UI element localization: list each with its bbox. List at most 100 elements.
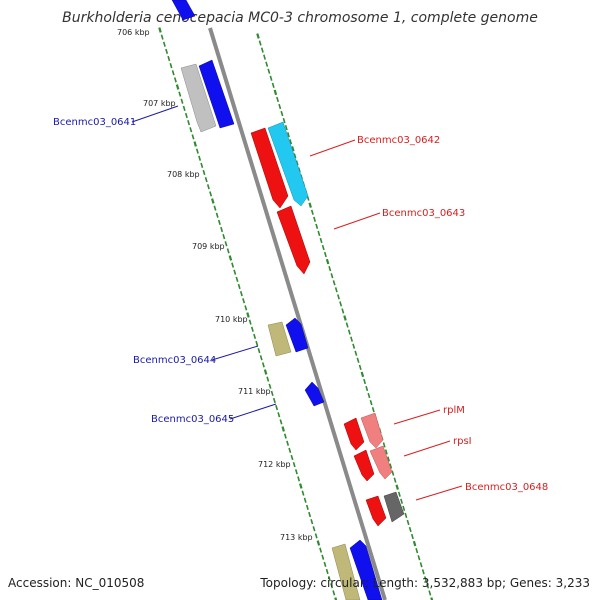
genes-forward-strand [250, 121, 405, 527]
accession-text: Accession: NC_010508 [8, 576, 145, 590]
ruler-right-tick [424, 576, 427, 582]
ruler-right-tick [358, 364, 362, 370]
ruler-right-tick [291, 146, 295, 152]
ruler-left-tick [270, 390, 274, 396]
ruler-right-tick [395, 484, 399, 490]
ruler-left-tick [299, 483, 303, 489]
ruler-right-tick [391, 470, 395, 476]
gene-label-0643[interactable]: Bcenmc03_0643 [382, 208, 465, 219]
ruler-right-tick [352, 343, 356, 349]
ruler-left-tick [228, 255, 233, 261]
gene-label-0641[interactable]: Bcenmc03_0641 [53, 117, 136, 128]
ruler-right-tick [419, 562, 423, 568]
ruler-right-tick [402, 505, 406, 511]
ruler-left-tick [259, 355, 263, 361]
ruler-left-tick [266, 376, 270, 382]
gene-0643[interactable] [276, 205, 311, 275]
ruler-left-tick [160, 34, 164, 40]
ruler-left-tick [211, 198, 215, 204]
ruler-right-tick [325, 258, 330, 265]
ruler-right-tick [280, 110, 284, 117]
ruler-right-tick [426, 583, 430, 589]
ruler-right-tick [363, 378, 367, 385]
ruler-right-tick [330, 273, 334, 279]
gene-label-0648[interactable]: Bcenmc03_0648 [465, 482, 548, 493]
ruler-left-tick [323, 561, 327, 567]
genome-stats-text: Topology: circular; Length: 3,532,883 bp… [260, 576, 590, 590]
ruler-right-tick [350, 336, 353, 342]
ruler-left-tick [244, 305, 248, 311]
ruler-right-tick [341, 308, 345, 314]
gene-0645[interactable] [304, 381, 325, 407]
ruler-left-tick [246, 312, 250, 318]
gene-rplM[interactable] [360, 412, 384, 449]
ruler-right-tick [408, 526, 412, 533]
ruler-left-tick [292, 462, 296, 468]
ruler-label-710: 710 kbp [215, 315, 248, 324]
ruler-right-tick [382, 442, 386, 448]
gene-label-rplM[interactable]: rplM [443, 405, 465, 416]
ruler-right-tick [328, 266, 332, 272]
gene-block-khaki-bottom[interactable] [331, 543, 361, 600]
ruler-right-tick [286, 132, 290, 138]
ruler-right-tick [315, 223, 319, 229]
gene-block-gray[interactable] [180, 63, 217, 133]
ruler-left-tick [316, 540, 321, 546]
gene-partial-top[interactable] [171, 0, 196, 21]
ruler-left-tick [239, 291, 243, 297]
ruler-left-tick [204, 177, 208, 183]
ruler-right-tick [271, 82, 275, 88]
gene-rpsI-red[interactable] [353, 449, 375, 482]
ruler-label-708: 708 kbp [167, 170, 200, 179]
gene-0648-red[interactable] [365, 495, 387, 527]
ruler-left-tick [288, 447, 292, 453]
ruler-left-tick [305, 504, 309, 510]
ruler-label-709: 709 kbp [192, 242, 225, 251]
ruler-left-tick [314, 533, 318, 539]
gene-rpsI[interactable] [369, 445, 393, 480]
ruler-left-tick [237, 283, 241, 290]
ruler-right-tick [317, 230, 321, 237]
ruler-left-tick [193, 141, 197, 147]
ruler-labels: 706 kbp 707 kbp 708 kbp 709 kbp 710 kbp … [117, 28, 313, 542]
ruler-left-tick [215, 212, 219, 218]
ruler-left-tick [165, 48, 169, 54]
ruler-left-tick [248, 319, 252, 325]
ruler-right-tick [256, 33, 260, 39]
gene-bottom-blue[interactable] [349, 539, 383, 600]
gene-0642-red[interactable] [250, 127, 289, 209]
gene-label-rpsI[interactable]: rpsI [453, 436, 472, 447]
gene-label-0644[interactable]: Bcenmc03_0644 [133, 355, 216, 366]
ruler-left-tick [178, 91, 182, 97]
gene-0641[interactable] [198, 59, 235, 129]
gene-0648[interactable] [383, 491, 405, 523]
ruler-right-tick [404, 512, 408, 519]
gene-0644[interactable] [285, 317, 309, 353]
ruler-right-tick [260, 47, 264, 53]
leader-0645 [229, 403, 277, 420]
leader-0643 [333, 212, 381, 230]
gene-block-khaki-0644[interactable] [267, 321, 292, 357]
ruler-right-tick [412, 540, 417, 547]
ruler-left-tick [297, 476, 301, 482]
gene-label-0642[interactable]: Bcenmc03_0642 [357, 135, 440, 146]
ruler-left-tick [191, 134, 195, 140]
ruler-left-tick [277, 412, 281, 418]
ruler-label-707: 707 kbp [143, 99, 176, 108]
ruler-right-tick [258, 40, 262, 46]
ruler-right-tick [384, 449, 388, 455]
gene-0642[interactable] [267, 121, 309, 207]
leader-0642 [309, 139, 356, 157]
ruler-right-tick [417, 555, 421, 561]
ruler-right-tick [267, 68, 271, 74]
ruler-right-tick [393, 477, 397, 483]
ruler-left-tick [231, 262, 235, 268]
gene-label-0645[interactable]: Bcenmc03_0645 [151, 414, 234, 425]
ruler-left-tick [257, 348, 261, 354]
ruler-right-tick [389, 463, 393, 469]
ruler-left-tick [184, 112, 188, 119]
ruler-left-tick [283, 433, 287, 439]
ruler-right-tick [345, 322, 349, 328]
gene-rplM-red[interactable] [343, 417, 365, 451]
